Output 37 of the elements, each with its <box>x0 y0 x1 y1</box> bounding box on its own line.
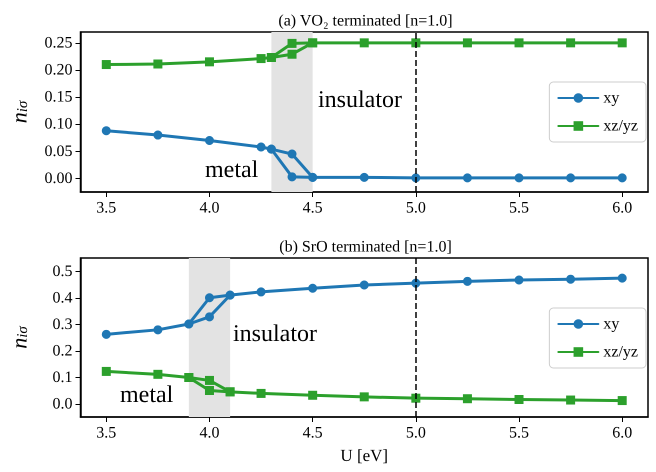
legend-label: xz/yz <box>603 344 638 360</box>
x-tick-label: 4.5 <box>302 424 323 442</box>
annotation: insulator <box>318 87 402 113</box>
y-axis-title: niσ <box>6 326 32 349</box>
x-tick-label: 6.0 <box>612 200 632 216</box>
y-tick-label: 0.15 <box>44 88 72 106</box>
x-tick-label: 4.0 <box>199 200 220 216</box>
x-tick-label: 5.0 <box>406 200 426 216</box>
y-tick-label: 0.05 <box>44 142 72 160</box>
x-tick-label: 6.0 <box>612 424 632 442</box>
x-tick-label: 4.0 <box>199 424 220 442</box>
x-tick-label: 5.5 <box>509 200 530 216</box>
annotation: metal <box>120 382 174 408</box>
annotation: insulator <box>233 321 317 347</box>
y-tick-label: 0.10 <box>44 116 72 133</box>
legend-label: xy <box>603 90 620 106</box>
x-tick-label: 3.5 <box>96 424 116 442</box>
y-tick-label: 0.5 <box>52 262 72 280</box>
x-tick-label: 3.5 <box>96 200 116 216</box>
y-tick-label: 0.3 <box>52 316 72 333</box>
y-tick-label: 0.20 <box>44 61 72 78</box>
x-tick-label: 5.5 <box>509 424 530 442</box>
y-tick-label: 0.2 <box>52 342 72 360</box>
x-axis-title: U [eV] <box>340 446 388 465</box>
legend-label: xy <box>603 316 620 332</box>
y-tick-label: 0.1 <box>52 368 72 386</box>
x-tick-label: 5.0 <box>406 424 426 442</box>
chart-title: (b) SrO terminated [n=1.0] <box>279 238 452 256</box>
y-tick-label: 0.0 <box>52 395 72 412</box>
chart-title: (a) VO₂ terminated [n=1.0] <box>278 12 453 30</box>
x-tick-label: 4.5 <box>302 200 323 216</box>
legend-label: xz/yz <box>603 118 638 134</box>
y-tick-label: 0.25 <box>44 34 72 52</box>
y-tick-label: 0.00 <box>44 170 72 187</box>
y-tick-label: 0.4 <box>52 289 72 306</box>
y-axis-title: niσ <box>6 100 32 124</box>
annotation: metal <box>205 157 259 183</box>
